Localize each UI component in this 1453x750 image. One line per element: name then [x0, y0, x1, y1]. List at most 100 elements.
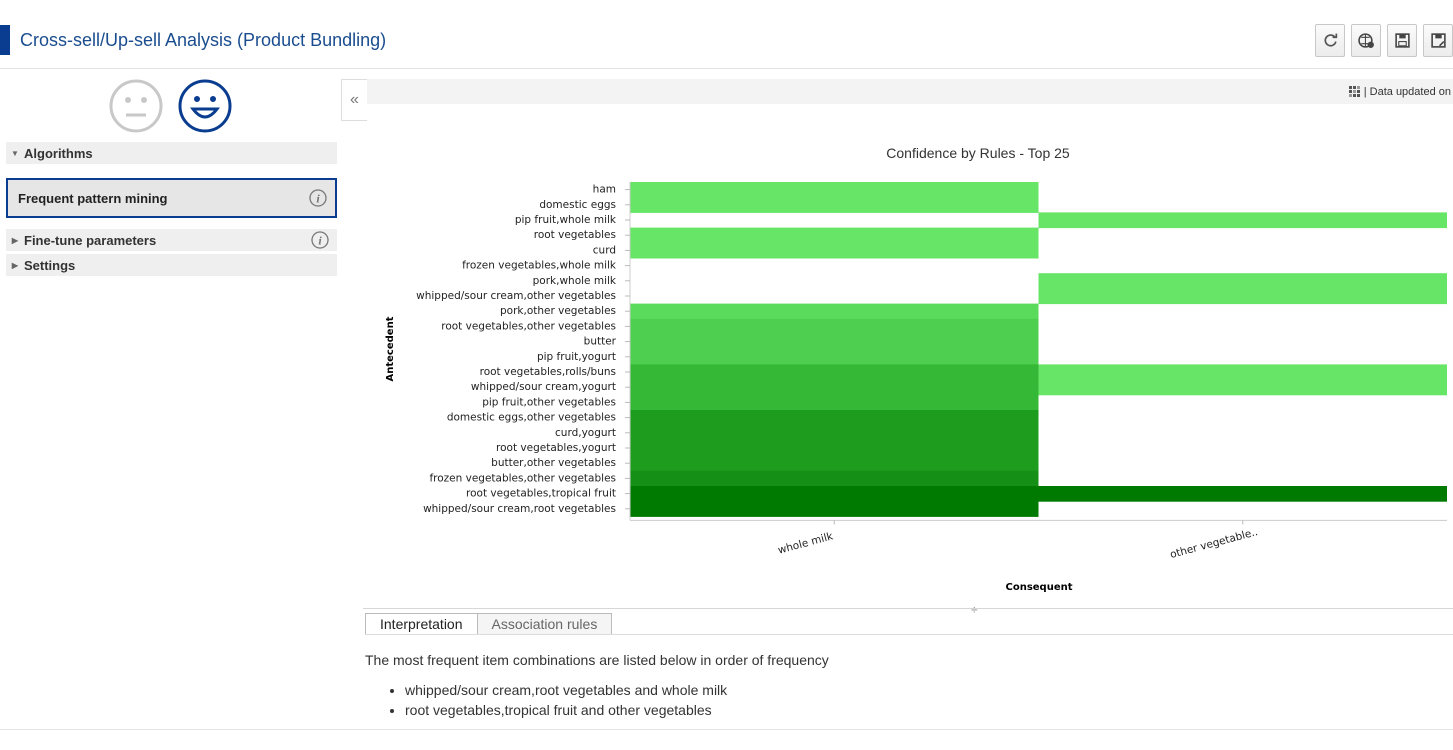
heatmap-cell[interactable] [1038, 379, 1448, 396]
y-axis-title: Antecedent [385, 316, 396, 381]
heatmap-cell[interactable] [630, 440, 1039, 457]
svg-text:i: i [318, 234, 322, 248]
y-tick-label: pork,whole milk [533, 275, 617, 287]
y-tick-label: butter,other vegetables [491, 457, 616, 469]
happy-face-icon [178, 79, 232, 133]
save-icon [1394, 33, 1410, 48]
data-updated-text: | Data updated on [1363, 85, 1451, 98]
neutral-face-icon [109, 79, 163, 133]
toolbar [1315, 24, 1453, 57]
y-tick-label: root vegetables,tropical fruit [466, 488, 616, 500]
status-bar: | Data updated on [367, 79, 1453, 104]
save-as-button[interactable] [1423, 24, 1453, 57]
y-tick-label: root vegetables,other vegetables [441, 320, 616, 332]
heatmap-cell[interactable] [1038, 273, 1448, 289]
heatmap-cell[interactable] [630, 182, 1039, 198]
panel-splitter[interactable] [363, 608, 1453, 609]
x-tick-label: whole milk [777, 530, 836, 556]
refresh-button[interactable] [1315, 24, 1345, 57]
refresh-icon [1324, 33, 1337, 47]
page-title: Cross-sell/Up-sell Analysis (Product Bun… [20, 30, 387, 50]
tab-divider [365, 634, 1453, 635]
heatmap-cell[interactable] [630, 349, 1039, 365]
y-tick-label: pip fruit,yogurt [537, 351, 616, 363]
heatmap-cell[interactable] [630, 410, 1039, 426]
algorithms-label: Algorithms [24, 145, 93, 161]
globe-settings-icon [1357, 33, 1374, 48]
y-tick-label: pork,other vegetables [500, 305, 616, 317]
heatmap-cell[interactable] [630, 318, 1039, 335]
heatmap-cell[interactable] [630, 455, 1039, 472]
info-icon[interactable]: i [311, 231, 329, 249]
collapse-panel-button[interactable]: « [341, 79, 367, 121]
heatmap-cell[interactable] [1038, 364, 1448, 381]
heatmap-cell[interactable] [630, 425, 1039, 441]
caret-right-icon: ▶ [11, 260, 19, 270]
save-as-icon [1430, 33, 1446, 48]
y-tick-label: frozen vegetables,whole milk [462, 260, 617, 272]
left-panel: ▼ Algorithms Frequent pattern mining i ▶… [0, 70, 345, 750]
settings-section-header[interactable]: ▶ Settings [6, 254, 337, 276]
splitter-handle-icon[interactable]: ÷ [971, 603, 978, 617]
algorithm-option-selected[interactable]: Frequent pattern mining i [6, 178, 337, 218]
y-tick-label: root vegetables [534, 229, 616, 241]
y-tick-label: pip fruit,other vegetables [482, 396, 616, 408]
y-tick-label: ham [593, 184, 616, 196]
header-accent-bar [0, 25, 10, 55]
y-tick-label: curd [593, 244, 616, 256]
heatmap-cell[interactable] [630, 364, 1039, 381]
algorithm-label: Frequent pattern mining [18, 190, 168, 206]
tab-association-rules[interactable]: Association rules [477, 613, 613, 635]
heatmap-svg: Confidence by Rules - Top 25 Antecedent … [385, 145, 1448, 593]
heatmap-cell[interactable] [630, 486, 1039, 502]
y-tick-label: butter [584, 336, 617, 348]
tab-bar: Interpretation Association rules [365, 613, 613, 635]
settings-label: Settings [24, 257, 76, 273]
heatmap-cell[interactable] [630, 470, 1039, 487]
heatmap-cell[interactable] [630, 197, 1039, 213]
info-icon[interactable]: i [309, 189, 327, 207]
y-tick-label: pip fruit,whole milk [515, 214, 617, 226]
chart-title: Confidence by Rules - Top 25 [886, 145, 1070, 161]
grid-icon[interactable] [1348, 86, 1360, 97]
y-tick-label: frozen vegetables,other vegetables [429, 472, 616, 484]
double-chevron-left-icon: « [350, 91, 359, 108]
y-tick-label: whipped/sour cream,other vegetables [416, 290, 616, 302]
heatmap-cell[interactable] [630, 501, 1039, 517]
neutral-face-button[interactable] [109, 79, 163, 133]
interpretation-list: whipped/sour cream,root vegetables and w… [365, 682, 829, 718]
save-button[interactable] [1387, 24, 1417, 57]
happy-face-button[interactable] [178, 79, 232, 133]
finetune-label: Fine-tune parameters [24, 232, 157, 248]
heatmap-cell[interactable] [1038, 288, 1448, 305]
caret-right-icon: ▶ [11, 235, 19, 245]
heatmap-cell[interactable] [630, 394, 1039, 411]
svg-text:i: i [316, 192, 320, 206]
heatmap-chart: Confidence by Rules - Top 25 Antecedent … [367, 104, 1453, 604]
heatmap-cell[interactable] [1038, 486, 1448, 502]
finetune-section-header[interactable]: ▶ Fine-tune parameters i [6, 229, 337, 251]
heatmap-cell[interactable] [630, 379, 1039, 396]
app-header: Cross-sell/Up-sell Analysis (Product Bun… [0, 0, 1453, 69]
heatmap-cell[interactable] [630, 334, 1039, 350]
tab-interpretation[interactable]: Interpretation [365, 613, 478, 635]
algorithms-section-header[interactable]: ▼ Algorithms [6, 142, 337, 164]
bottom-divider [0, 729, 1453, 730]
list-item: whipped/sour cream,root vegetables and w… [405, 682, 829, 698]
globe-settings-button[interactable] [1351, 24, 1381, 57]
heatmap-cell[interactable] [630, 242, 1039, 259]
interpretation-intro: The most frequent item combinations are … [365, 652, 829, 668]
x-tick-label: other vegetable.. [1169, 526, 1259, 561]
y-tick-label: whipped/sour cream,root vegetables [423, 503, 616, 515]
interpretation-content: The most frequent item combinations are … [365, 652, 829, 722]
heatmap-cell[interactable] [630, 303, 1039, 320]
y-tick-label: whipped/sour cream,yogurt [471, 381, 616, 393]
y-tick-label: root vegetables,yogurt [496, 442, 616, 454]
y-tick-label: domestic eggs,other vegetables [447, 412, 616, 424]
heatmap-cell[interactable] [630, 227, 1039, 244]
y-tick-label: root vegetables,rolls/buns [480, 366, 616, 378]
caret-down-icon: ▼ [11, 148, 19, 158]
y-tick-label: curd,yogurt [555, 427, 616, 439]
heatmap-cell[interactable] [1038, 212, 1448, 229]
list-item: root vegetables,tropical fruit and other… [405, 702, 829, 718]
